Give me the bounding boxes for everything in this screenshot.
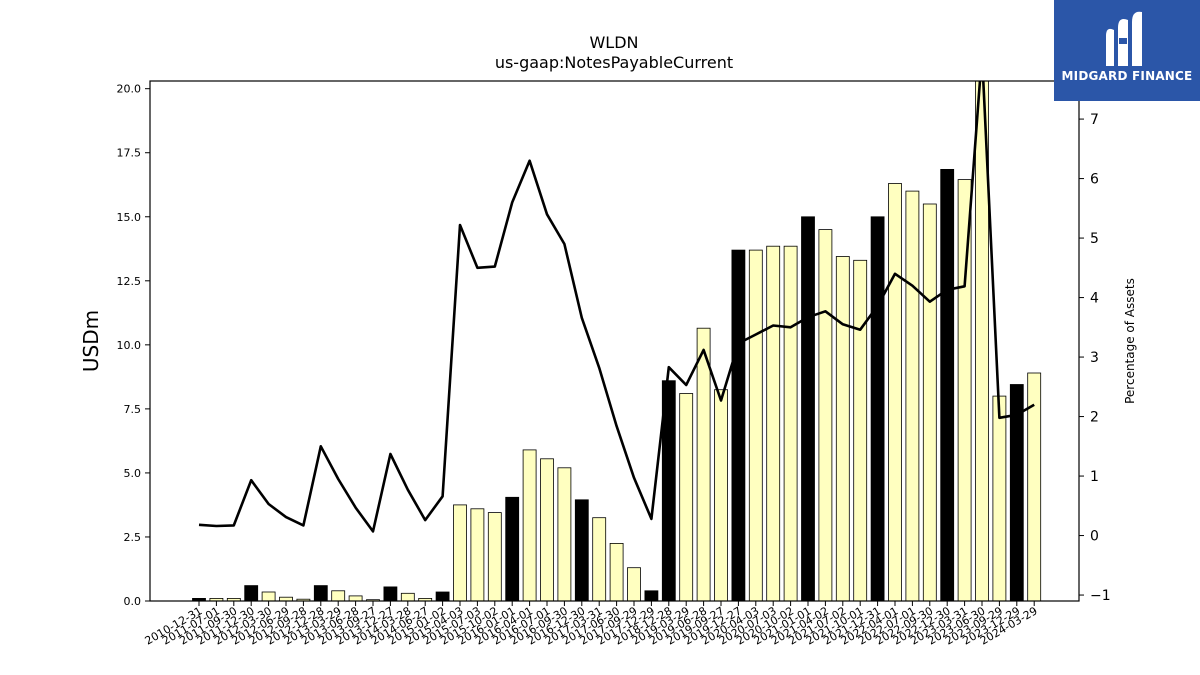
bar-2022-04-01 bbox=[888, 183, 902, 601]
line-layer bbox=[198, 81, 1035, 533]
bar-2017-06-30 bbox=[609, 543, 624, 601]
y-tick-label: 20.0 bbox=[117, 83, 142, 96]
y-tick-label: 10.0 bbox=[117, 339, 142, 352]
y-tick-label: 7.5 bbox=[124, 403, 142, 416]
bar-2011-09-30 bbox=[226, 598, 241, 601]
bar-2023-12-29 bbox=[1009, 384, 1024, 601]
bar-2016-09-30 bbox=[557, 467, 572, 601]
bar-2013-06-28 bbox=[348, 595, 363, 601]
bar-2024-03-29 bbox=[1027, 372, 1042, 601]
y-tick-label: 5.0 bbox=[124, 467, 142, 480]
bar-2017-12-29 bbox=[644, 590, 659, 601]
bar-2021-04-02 bbox=[818, 229, 833, 601]
bar-2021-07-02 bbox=[835, 256, 850, 601]
bar-2012-09-28 bbox=[296, 598, 311, 601]
bar-2023-09-29 bbox=[992, 395, 1007, 601]
bar-2022-09-30 bbox=[922, 203, 937, 601]
y2-tick-label: 6 bbox=[1090, 172, 1099, 188]
bar-2015-01-02 bbox=[435, 591, 450, 601]
bar-2015-07-03 bbox=[470, 508, 485, 601]
bar-2020-04-03 bbox=[748, 249, 763, 601]
bar-2019-09-27 bbox=[714, 389, 728, 601]
bar-2023-03-31 bbox=[957, 179, 972, 601]
bar-2020-07-03 bbox=[766, 245, 781, 601]
bar-2019-03-29 bbox=[679, 393, 694, 601]
plot-frame bbox=[149, 80, 1080, 602]
bar-2021-10-01 bbox=[853, 259, 868, 601]
bar-2011-07-01 bbox=[209, 598, 224, 601]
bar-2023-06-30 bbox=[975, 81, 989, 601]
y2-axis-label: Percentage of Assets bbox=[1123, 278, 1137, 404]
y2-tick-label: 1 bbox=[1090, 469, 1099, 485]
y-tick-label: 15.0 bbox=[117, 211, 142, 224]
midgard-logo-icon bbox=[1106, 11, 1142, 66]
midgard-finance-logo: MIDGARD FINANCE bbox=[1054, 0, 1200, 101]
y-tick-label: 17.5 bbox=[117, 147, 142, 160]
bar-2010-12-31 bbox=[192, 598, 206, 601]
bar-2012-12-28 bbox=[313, 585, 328, 601]
bar-2020-10-02 bbox=[783, 245, 798, 601]
y2-tick-label: −1 bbox=[1090, 588, 1111, 604]
logo-text: MIDGARD FINANCE bbox=[1061, 69, 1193, 83]
bar-2019-06-28 bbox=[696, 327, 711, 601]
chart-subtitle: us-gaap:NotesPayableCurrent bbox=[495, 53, 733, 72]
y-tick-label: 12.5 bbox=[117, 275, 142, 288]
axes-layer: 0.0 2.5 5.0 7.5 10.0 12.5 15.0 17.5 20.0 −1 0 1 2 3 4 5… bbox=[117, 80, 1111, 648]
bar-2016-04-01 bbox=[522, 449, 537, 601]
bar-2016-12-30 bbox=[574, 499, 589, 601]
bar-2013-09-27 bbox=[366, 599, 380, 601]
bar-2022-12-30 bbox=[940, 168, 955, 601]
percentage-of-assets-line bbox=[198, 81, 1035, 533]
y-axis-label: USDm bbox=[79, 310, 103, 372]
chart-title: WLDN bbox=[589, 33, 638, 52]
bar-2021-12-31 bbox=[870, 216, 885, 601]
y-tick-label: 2.5 bbox=[124, 531, 142, 544]
y2-tick-label: 0 bbox=[1090, 529, 1099, 545]
bar-2014-06-27 bbox=[418, 598, 433, 601]
bar-2022-07-01 bbox=[905, 190, 920, 601]
y-tick-label: 0.0 bbox=[124, 595, 142, 608]
bar-2013-03-29 bbox=[331, 590, 346, 601]
bar-2019-12-27 bbox=[731, 249, 746, 601]
bar-2017-03-31 bbox=[592, 517, 607, 601]
bar-2015-10-02 bbox=[487, 512, 502, 601]
y2-tick-label: 7 bbox=[1090, 112, 1099, 128]
y2-tick-label: 5 bbox=[1090, 231, 1099, 247]
y2-tick-label: 4 bbox=[1090, 291, 1099, 307]
y2-tick-label: 2 bbox=[1090, 410, 1099, 426]
bar-2018-12-28 bbox=[661, 380, 676, 601]
bar-2021-01-01 bbox=[801, 216, 815, 601]
bar-2017-09-29 bbox=[627, 567, 641, 601]
bars-layer bbox=[192, 81, 1042, 601]
y2-tick-label: 3 bbox=[1090, 350, 1099, 366]
bar-2015-04-03 bbox=[453, 504, 467, 601]
bar-2016-07-01 bbox=[540, 458, 554, 601]
bar-2012-06-29 bbox=[279, 596, 293, 601]
bar-2012-03-30 bbox=[261, 591, 276, 601]
bar-2011-12-30 bbox=[244, 585, 259, 601]
bar-2013-12-27 bbox=[383, 586, 398, 601]
bar-2016-01-01 bbox=[505, 496, 520, 601]
bar-2014-03-28 bbox=[400, 592, 415, 601]
